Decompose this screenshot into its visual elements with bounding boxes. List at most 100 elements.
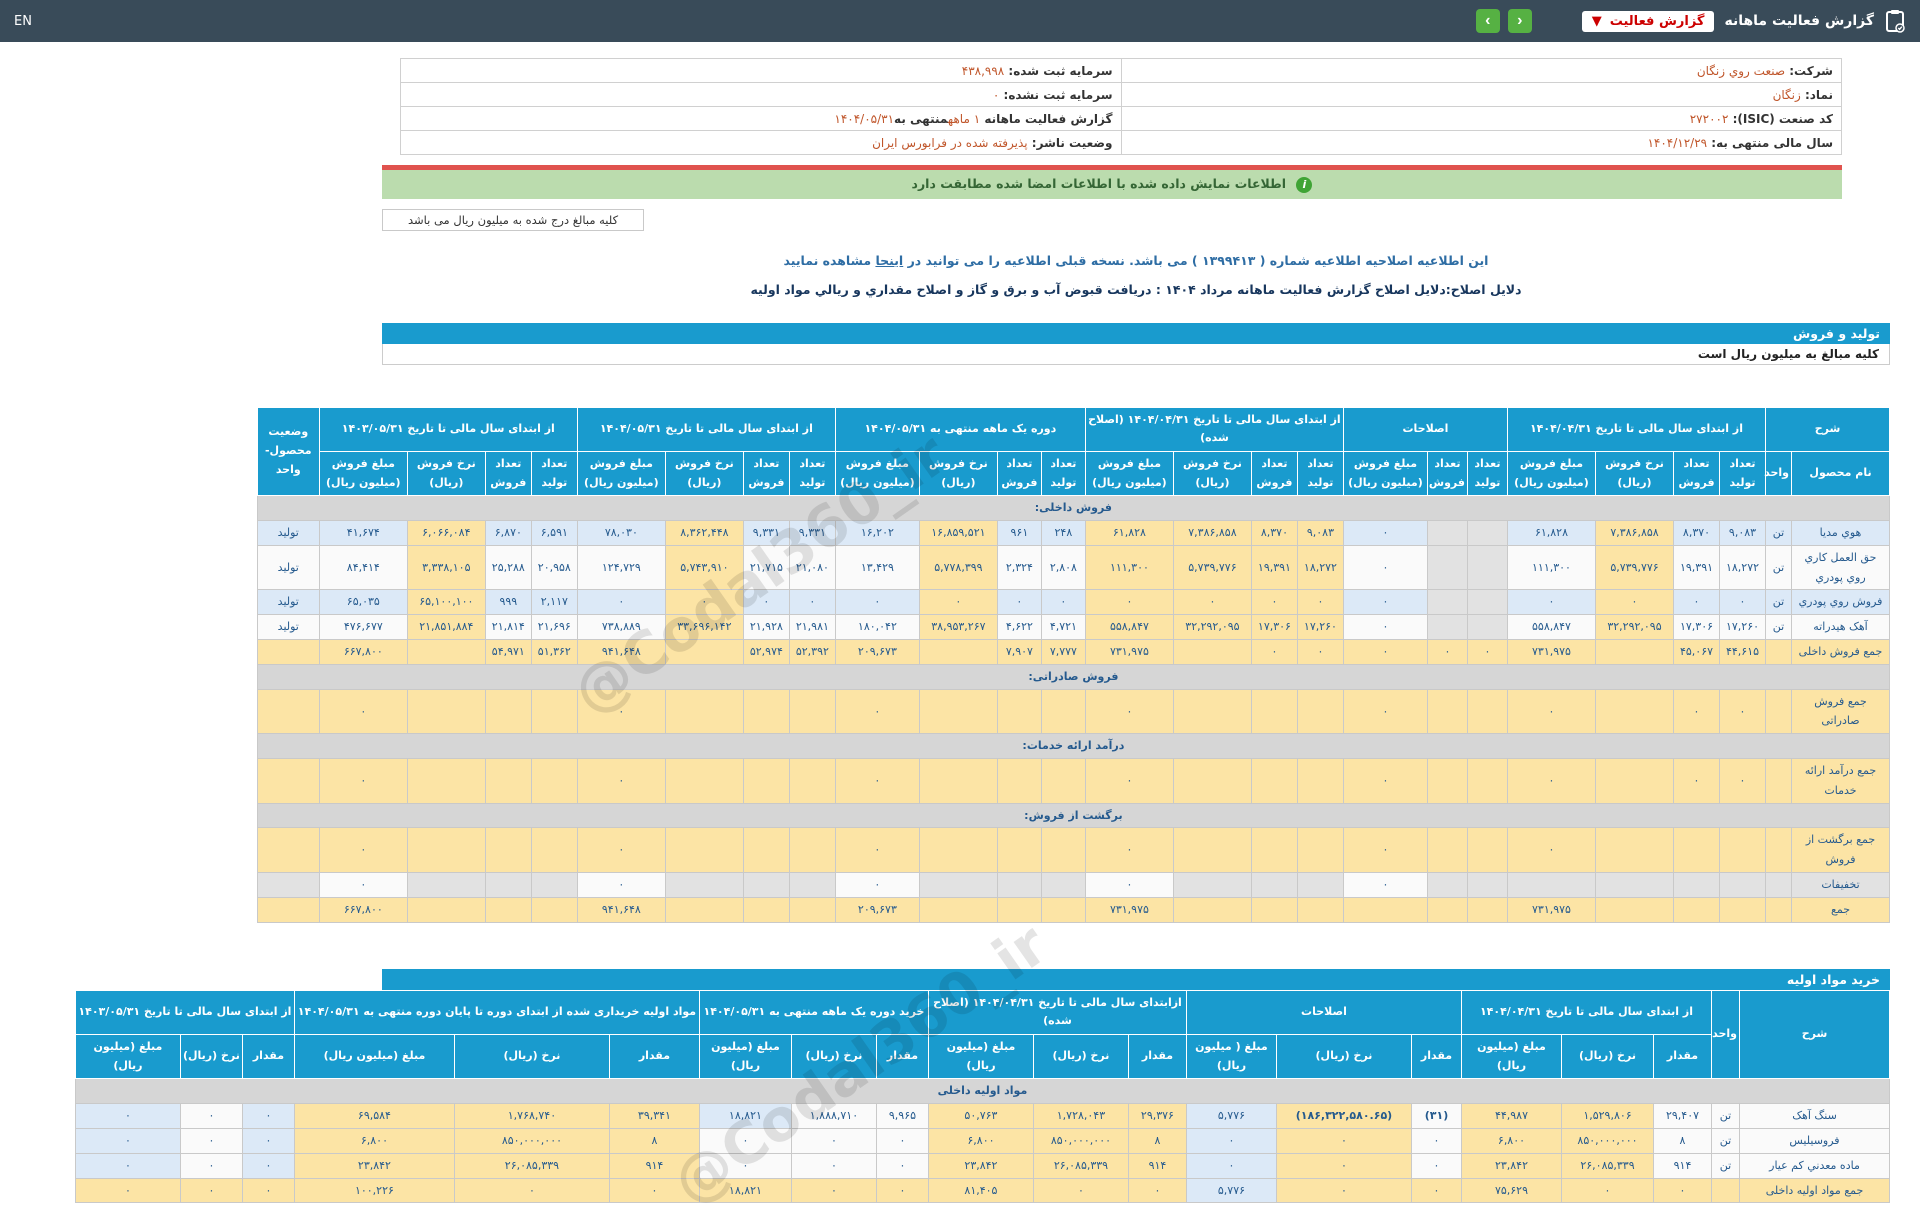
signature-match-alert: i اطلاعات نمایش داده شده با اطلاعات امضا… xyxy=(382,170,1842,199)
table-cell xyxy=(918,639,998,665)
table-cell: ۰ xyxy=(241,1152,295,1179)
table-cell xyxy=(996,872,1042,898)
table-cell: ۱۶,۸۵۹,۵۲۱ xyxy=(918,520,998,546)
table-cell: ۰ xyxy=(996,589,1042,616)
previous-report-button[interactable]: ‹ xyxy=(1507,9,1532,33)
table-cell: ۰ xyxy=(241,1103,295,1129)
table-cell: ۱۸,۸۲۱ xyxy=(698,1103,792,1129)
table-cell xyxy=(742,827,790,873)
table-cell: ۴,۶۲۲ xyxy=(996,614,1042,641)
table-cell: ۰ xyxy=(1342,639,1428,665)
column-header: مبلغ فروش (میلیون ریال) xyxy=(1084,450,1174,497)
table-cell xyxy=(996,827,1042,873)
table-cell: ۰ xyxy=(576,758,666,804)
table-cell: ۰ xyxy=(1127,1177,1187,1204)
info-label: سرمایه ثبت نشده: xyxy=(999,87,1113,102)
table-cell: ۱۱۱,۳۰۰ xyxy=(1084,544,1174,591)
table-cell: ۷۳۱,۹۷۵ xyxy=(1506,896,1597,923)
table-cell: تن xyxy=(1765,520,1792,546)
table-cell: ۲۰۹,۶۷۳ xyxy=(834,896,920,923)
table-cell: ۲۱,۹۲۸ xyxy=(742,614,790,641)
table-cell: ۹,۳۳۱ xyxy=(742,520,790,546)
table-cell: ۰ xyxy=(790,1127,877,1154)
table-cell: ۳۳,۶۹۶,۱۴۲ xyxy=(664,614,744,641)
table-cell: (۳۱) xyxy=(1410,1103,1462,1129)
table-cell xyxy=(484,872,532,898)
table-cell: ۰ xyxy=(834,872,920,898)
table-cell xyxy=(484,688,532,735)
info-cell: شرکت: صنعت روي زنگان xyxy=(1120,58,1842,83)
table-cell xyxy=(1595,758,1674,804)
report-type-dropdown[interactable]: گزارش فعالیت ▼ xyxy=(1581,10,1715,32)
table-cell: ۱۷,۲۶۰ xyxy=(1719,614,1766,641)
table-cell: ۰ xyxy=(576,827,666,873)
table-cell xyxy=(1765,896,1792,923)
table-cell xyxy=(530,688,578,735)
table-cell: ۰ xyxy=(179,1127,243,1154)
table-cell xyxy=(1172,872,1252,898)
table-cell xyxy=(788,688,836,735)
table1-subtitle: کلیه مبالغ به میلیون ریال است xyxy=(382,343,1890,365)
table-cell: ۰ xyxy=(1595,589,1674,616)
table-cell: ۵۰,۷۶۳ xyxy=(927,1103,1034,1129)
table-cell xyxy=(1296,896,1344,923)
table-cell: ۹,۰۸۳ xyxy=(1296,520,1344,546)
column-group-header: شرح xyxy=(1739,989,1890,1080)
table-cell: ۷۳۱,۹۷۵ xyxy=(1084,639,1174,665)
table-cell xyxy=(1466,827,1508,873)
table-cell: ۰ xyxy=(318,688,408,735)
table-cell: ۰ xyxy=(1410,1177,1462,1204)
info-cell: گزارش فعالیت ماهانه ۱ ماههمنتهی به۱۴۰۴/۰… xyxy=(400,106,1122,131)
table-cell: ۷,۳۸۶,۸۵۸ xyxy=(1595,520,1674,546)
table-cell xyxy=(256,758,320,804)
column-header: تعداد فروش xyxy=(1673,450,1720,497)
table-cell: ۳۲,۲۹۲,۰۹۵ xyxy=(1172,614,1252,641)
table-cell xyxy=(1296,758,1344,804)
table-cell xyxy=(1466,520,1508,546)
column-group-header: وضعیت محصول-واحد xyxy=(256,406,320,497)
table-cell: ۶۱,۸۲۸ xyxy=(1084,520,1174,546)
table-cell xyxy=(1250,688,1298,735)
clipboard-report-icon xyxy=(1884,9,1906,33)
table-cell: ۰ xyxy=(834,758,920,804)
table-cell xyxy=(788,758,836,804)
amendment-notice-post: مشاهده نمایید xyxy=(783,252,876,268)
table-cell: ۰ xyxy=(1084,758,1174,804)
info-label: سرمایه ثبت شده: xyxy=(1004,63,1113,78)
language-en-link[interactable]: EN xyxy=(14,13,32,29)
table-cell: فروش روي پودري xyxy=(1791,589,1890,616)
table-cell: جمع فروش داخلی xyxy=(1791,639,1890,665)
table-cell: ۷۳۸,۸۸۹ xyxy=(576,614,666,641)
table-cell: ۱۸,۲۷۲ xyxy=(1296,544,1344,591)
table-cell: تولید xyxy=(256,589,320,616)
info-value: ۲۷۲۰۰۲ xyxy=(1689,111,1729,126)
column-header: مقدار xyxy=(1127,1033,1187,1080)
table-cell: تخفیفات xyxy=(1791,872,1890,898)
next-report-button[interactable]: › xyxy=(1475,9,1500,33)
table-cell: ۰ xyxy=(74,1177,181,1204)
info-value: ۱ ماهه xyxy=(947,111,981,126)
table-cell: ۰ xyxy=(318,758,408,804)
column-header: تعداد تولید xyxy=(1719,450,1766,497)
table-cell xyxy=(1765,639,1792,665)
table-cell: ۰ xyxy=(698,1127,792,1154)
table-cell: ۲۳,۸۴۲ xyxy=(1460,1152,1563,1179)
table-cell: ۹۱۴ xyxy=(1653,1152,1712,1179)
table-cell: سنگ آهک xyxy=(1739,1103,1890,1129)
info-value: ۰ xyxy=(992,87,1000,102)
table-cell: ۸۵۰,۰۰۰,۰۰۰ xyxy=(453,1127,610,1154)
column-header: مقدار xyxy=(1410,1033,1462,1080)
column-header: مبلغ فروش (میلیون ریال) xyxy=(318,450,408,497)
table-cell: ۰ xyxy=(875,1177,929,1204)
table-cell: ۲۶,۰۸۵,۳۳۹ xyxy=(1561,1152,1654,1179)
table-cell xyxy=(664,896,744,923)
table-cell: ۶,۰۶۶,۰۸۴ xyxy=(406,520,486,546)
table-cell xyxy=(530,896,578,923)
column-group-header: اصلاحات xyxy=(1185,989,1462,1035)
previous-version-link[interactable]: اینجا xyxy=(875,252,904,268)
table-cell: ۸,۳۷۰ xyxy=(1673,520,1720,546)
table-cell xyxy=(256,896,320,923)
table-cell xyxy=(406,827,486,873)
table-cell xyxy=(788,872,836,898)
table-cell: ۸,۳۷۰ xyxy=(1250,520,1298,546)
